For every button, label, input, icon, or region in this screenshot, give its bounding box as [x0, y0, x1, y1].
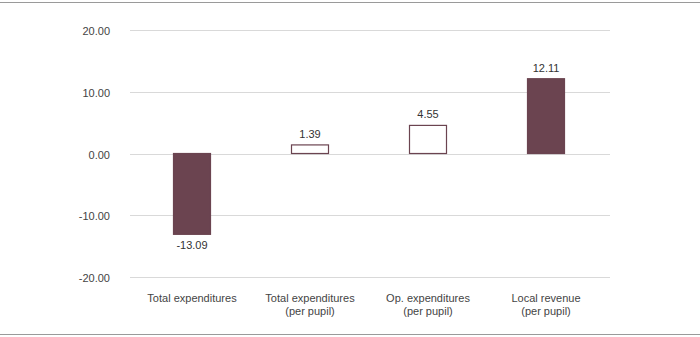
category-label-line: Op. expenditures	[386, 292, 470, 304]
category-label-line: (per pupil)	[403, 305, 453, 317]
bar	[410, 125, 447, 153]
bar	[292, 145, 329, 154]
y-tick-label: 10.00	[82, 87, 110, 99]
data-label: 4.55	[417, 108, 438, 120]
category-label-line: (per pupil)	[285, 305, 335, 317]
category-label: Op. expenditures(per pupil)	[386, 292, 470, 317]
category-label: Local revenue(per pupil)	[511, 292, 580, 317]
category-label-line: Local revenue	[511, 292, 580, 304]
data-label: 1.39	[299, 128, 320, 140]
grid-line	[130, 277, 610, 278]
labels: -13.09 Total expenditures 1.39 Total expend…	[147, 62, 580, 317]
y-tick-label: -20.00	[79, 272, 110, 284]
y-tick-label: 20.00	[82, 25, 110, 37]
bar	[528, 79, 565, 154]
category-label: Total expenditures	[147, 292, 237, 304]
bottom-rule	[0, 334, 700, 335]
category-label-line: Total expenditures	[147, 292, 237, 304]
bars	[174, 79, 565, 235]
y-tick-label: -10.00	[79, 210, 110, 222]
category-label: Total expenditures(per pupil)	[265, 292, 355, 317]
data-label: -13.09	[176, 239, 207, 251]
category-label-line: (per pupil)	[521, 305, 571, 317]
y-tick-label: 0.00	[89, 149, 110, 161]
bar	[174, 154, 211, 235]
chart-svg: -20.00 -10.00 0.00 10.00 20.00 -13.09 Total ex…	[0, 0, 700, 337]
y-axis: -20.00 -10.00 0.00 10.00 20.00	[79, 25, 610, 284]
chart-container: -20.00 -10.00 0.00 10.00 20.00 -13.09 Total ex…	[0, 0, 700, 337]
data-label: 12.11	[533, 62, 560, 74]
category-label-line: Total expenditures	[265, 292, 355, 304]
top-rule	[0, 2, 700, 3]
grid-line	[130, 30, 610, 31]
